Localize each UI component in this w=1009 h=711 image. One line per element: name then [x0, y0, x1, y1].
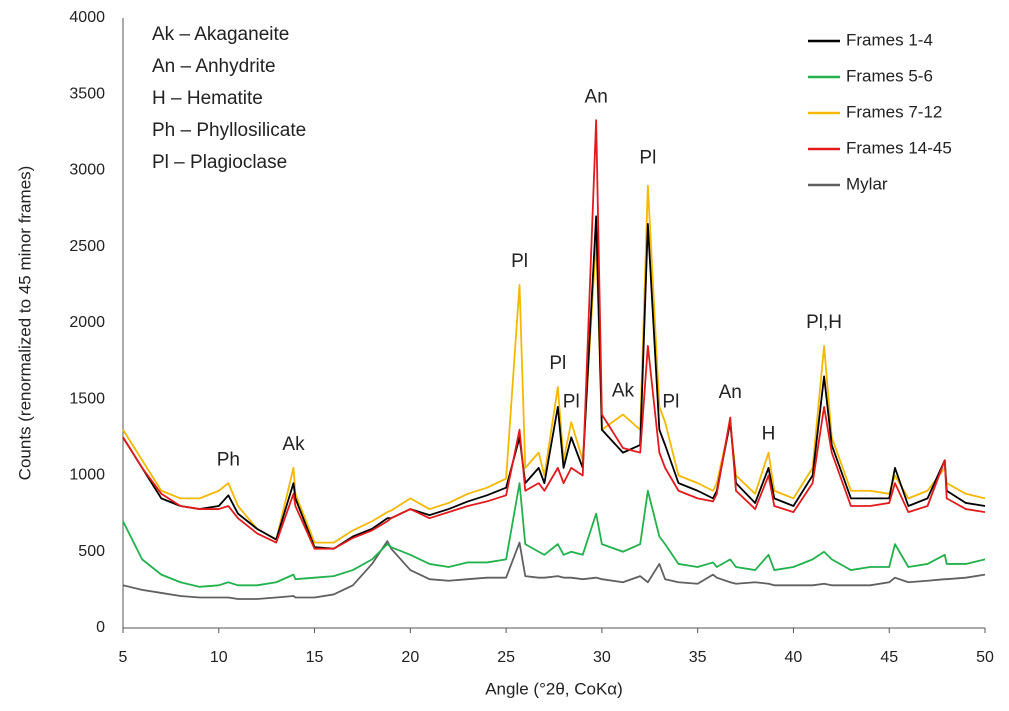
key-entry: Ph – Phyllosilicate — [152, 120, 306, 141]
peak-label: Ph — [217, 449, 240, 470]
key-entry: An – Anhydrite — [152, 56, 276, 77]
peak-label: Pl — [639, 147, 656, 168]
legend-label: Mylar — [846, 174, 888, 193]
x-tick-label: 30 — [593, 649, 611, 666]
peak-label: Pl — [563, 391, 580, 412]
x-tick-label: 10 — [210, 649, 228, 666]
y-tick-label: 4000 — [69, 9, 105, 26]
x-axis-title: Angle (°2θ, CoKα) — [485, 679, 623, 698]
y-tick-label: 3500 — [69, 85, 105, 102]
legend-label: Frames 7-12 — [846, 102, 942, 121]
y-tick-label: 2500 — [69, 238, 105, 255]
series-line — [122, 215, 986, 550]
peak-label: Pl — [511, 251, 528, 272]
x-tick-label: 35 — [689, 649, 707, 666]
y-tick-label: 3000 — [69, 162, 105, 179]
peak-label: Ak — [612, 381, 635, 402]
x-tick-label: 45 — [880, 649, 898, 666]
peak-label: Pl,H — [806, 312, 842, 333]
peak-label: An — [585, 86, 608, 107]
x-tick-label: 50 — [976, 649, 994, 666]
key-entry: H – Hematite — [152, 88, 263, 109]
legend-label: Frames 5-6 — [846, 66, 933, 85]
x-tick-label: 40 — [785, 649, 803, 666]
peak-label: Pl — [549, 353, 566, 374]
x-tick-label: 15 — [306, 649, 324, 666]
x-tick-label: 20 — [401, 649, 419, 666]
x-tick-label: 25 — [497, 649, 515, 666]
series-line — [122, 540, 986, 600]
y-tick-label: 2000 — [69, 314, 105, 331]
y-axis-title: Counts (renormalized to 45 minor frames) — [15, 166, 34, 481]
peak-label: Pl — [662, 391, 679, 412]
y-tick-label: 500 — [78, 543, 105, 560]
series-line — [122, 119, 986, 550]
legend-label: Frames 14-45 — [846, 138, 952, 157]
y-tick-label: 1000 — [69, 467, 105, 484]
x-tick-label: 5 — [119, 649, 128, 666]
legend-label: Frames 1-4 — [846, 30, 933, 49]
peak-label: Ak — [282, 434, 305, 455]
series-line — [122, 482, 986, 588]
key-entry: Pl – Plagioclase — [152, 152, 287, 173]
key-entry: Ak – Akaganeite — [152, 24, 289, 45]
y-tick-label: 0 — [96, 619, 105, 636]
peak-label: An — [719, 382, 742, 403]
peak-label: H — [762, 423, 776, 444]
y-tick-label: 1500 — [69, 390, 105, 407]
series-line — [122, 184, 986, 544]
